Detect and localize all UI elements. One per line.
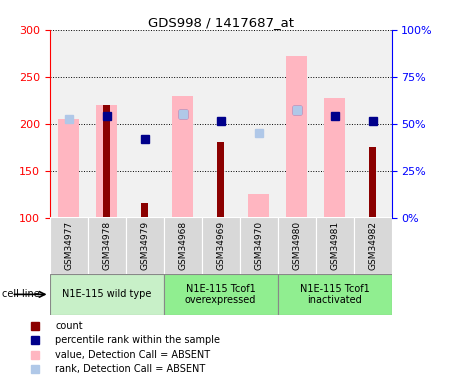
- Bar: [50, 30, 87, 217]
- Bar: [163, 30, 202, 217]
- Text: GSM34980: GSM34980: [292, 221, 301, 270]
- Text: value, Detection Call = ABSENT: value, Detection Call = ABSENT: [55, 350, 211, 360]
- FancyBboxPatch shape: [239, 217, 278, 274]
- Text: GSM34982: GSM34982: [368, 221, 377, 270]
- FancyBboxPatch shape: [163, 217, 202, 274]
- Bar: [354, 30, 392, 217]
- FancyBboxPatch shape: [354, 217, 392, 274]
- FancyBboxPatch shape: [50, 274, 163, 315]
- Bar: [315, 30, 354, 217]
- Bar: [141, 203, 148, 217]
- FancyBboxPatch shape: [315, 217, 354, 274]
- Text: count: count: [55, 321, 83, 331]
- Bar: [96, 105, 117, 218]
- Text: rank, Detection Call = ABSENT: rank, Detection Call = ABSENT: [55, 364, 206, 374]
- Bar: [278, 30, 315, 217]
- Text: GSM34979: GSM34979: [140, 221, 149, 270]
- Bar: [126, 30, 163, 217]
- Text: N1E-115 Tcof1
overexpressed: N1E-115 Tcof1 overexpressed: [185, 284, 256, 305]
- Bar: [172, 96, 193, 218]
- Bar: [248, 194, 269, 217]
- Bar: [324, 98, 345, 218]
- FancyBboxPatch shape: [50, 217, 87, 274]
- Bar: [286, 56, 307, 217]
- Text: GSM34978: GSM34978: [102, 221, 111, 270]
- Bar: [202, 30, 239, 217]
- FancyBboxPatch shape: [278, 217, 315, 274]
- FancyBboxPatch shape: [126, 217, 163, 274]
- FancyBboxPatch shape: [278, 274, 392, 315]
- Bar: [87, 30, 126, 217]
- Bar: [103, 105, 110, 218]
- Text: GSM34970: GSM34970: [254, 221, 263, 270]
- FancyBboxPatch shape: [163, 274, 278, 315]
- Text: N1E-115 wild type: N1E-115 wild type: [62, 290, 151, 299]
- Bar: [369, 147, 376, 218]
- Text: cell line: cell line: [2, 290, 40, 299]
- Text: GSM34969: GSM34969: [216, 221, 225, 270]
- Text: N1E-115 Tcof1
inactivated: N1E-115 Tcof1 inactivated: [300, 284, 369, 305]
- Text: GSM34977: GSM34977: [64, 221, 73, 270]
- FancyBboxPatch shape: [87, 217, 126, 274]
- Bar: [217, 142, 224, 218]
- FancyBboxPatch shape: [202, 217, 239, 274]
- Text: GSM34981: GSM34981: [330, 221, 339, 270]
- Bar: [239, 30, 278, 217]
- Text: GSM34968: GSM34968: [178, 221, 187, 270]
- Title: GDS998 / 1417687_at: GDS998 / 1417687_at: [148, 16, 293, 29]
- Text: percentile rank within the sample: percentile rank within the sample: [55, 335, 220, 345]
- Bar: [58, 119, 79, 218]
